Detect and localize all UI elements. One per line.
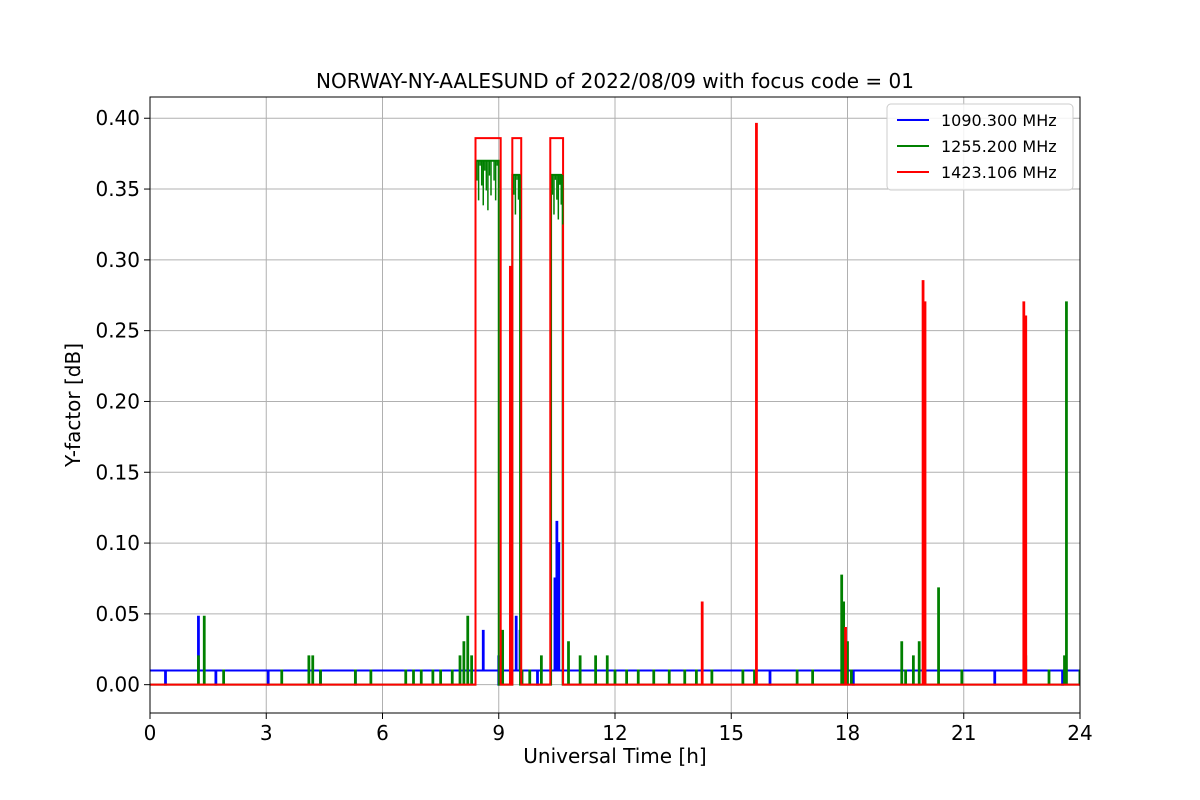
chart-title: NORWAY-NY-AALESUND of 2022/08/09 with fo… (316, 69, 914, 93)
legend-label-1423-106-mhz: 1423.106 MHz (941, 163, 1057, 182)
y-tick-label: 0.05 (95, 602, 140, 626)
x-tick-label: 9 (492, 721, 505, 745)
series-line-1423-106-mhz (150, 122, 1080, 686)
x-axis-label: Universal Time [h] (523, 744, 706, 768)
y-tick-label: 0.20 (95, 389, 140, 413)
series-line-1090-300-mhz (150, 520, 1080, 686)
y-tick-label: 0.00 (95, 673, 140, 697)
legend-label-1255-200-mhz: 1255.200 MHz (941, 137, 1057, 156)
legend: 1090.300 MHz 1255.200 MHz 1423.106 MHz (886, 103, 1074, 191)
series-line-1255-200-mhz (150, 159, 1080, 686)
x-tick-label: 3 (260, 721, 273, 745)
y-tick-label: 0.15 (95, 460, 140, 484)
x-tick-label: 24 (1067, 721, 1092, 745)
y-tick-label: 0.40 (95, 106, 140, 130)
y-tick-label: 0.10 (95, 531, 140, 555)
x-tick-label: 21 (951, 721, 976, 745)
y-tick-label: 0.25 (95, 319, 140, 343)
x-tick-label: 18 (835, 721, 860, 745)
legend-label-1090-300-mhz: 1090.300 MHz (941, 111, 1057, 130)
x-tick-label: 0 (144, 721, 157, 745)
x-tick-label: 6 (376, 721, 389, 745)
x-tick-label: 15 (719, 721, 744, 745)
x-ticks: 0 3 6 9 12 15 18 21 24 (144, 713, 1093, 745)
x-tick-label: 12 (602, 721, 627, 745)
legend-box (886, 103, 1074, 191)
y-axis-label: Y-factor [dB] (61, 343, 85, 468)
y-tick-label: 0.30 (95, 248, 140, 272)
y-ticks: 0.00 0.05 0.10 0.15 0.20 0.25 0.30 0.35 0.40 (95, 106, 150, 697)
series-layer (150, 122, 1080, 686)
y-tick-label: 0.35 (95, 177, 140, 201)
